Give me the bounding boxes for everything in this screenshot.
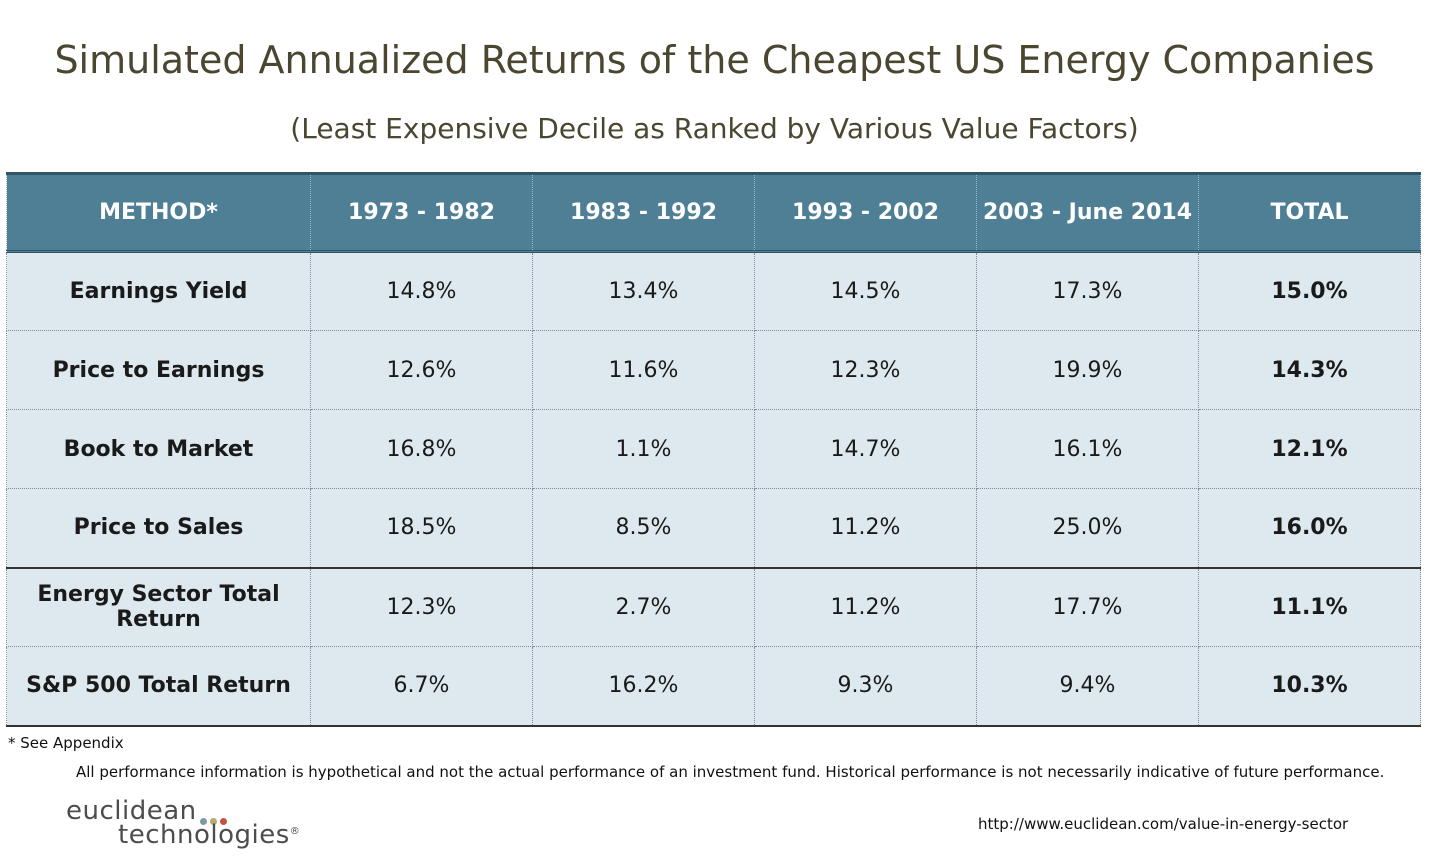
logo-text-technologies: technologies® — [118, 820, 300, 850]
table-body: Earnings Yield 14.8% 13.4% 14.5% 17.3% 1… — [6, 251, 1421, 727]
logo-dot — [210, 818, 217, 825]
company-logo: euclidean technologies® — [66, 796, 326, 856]
header-period-1993-2002: 1993 - 2002 — [754, 172, 977, 253]
returns-table: METHOD* 1973 - 1982 1983 - 1992 1993 - 2… — [6, 172, 1421, 727]
header-period-1983-1992: 1983 - 1992 — [532, 172, 755, 253]
method-cell: Book to Market — [6, 409, 311, 489]
page-subtitle: (Least Expensive Decile as Ranked by Var… — [290, 112, 1139, 145]
logo-dots-icon — [200, 810, 230, 829]
total-cell: 10.3% — [1198, 646, 1421, 727]
source-url: http://www.euclidean.com/value-in-energy… — [978, 815, 1349, 833]
logo-dot — [200, 818, 207, 825]
total-cell: 11.1% — [1198, 566, 1421, 647]
value-cell: 9.3% — [754, 646, 977, 727]
table-row: S&P 500 Total Return 6.7% 16.2% 9.3% 9.4… — [6, 646, 1421, 727]
value-cell: 11.2% — [754, 488, 977, 568]
value-cell: 16.8% — [310, 409, 533, 489]
footnote: * See Appendix — [8, 734, 124, 752]
value-cell: 18.5% — [310, 488, 533, 568]
value-cell: 14.5% — [754, 251, 977, 331]
method-cell: S&P 500 Total Return — [6, 646, 311, 727]
value-cell: 2.7% — [532, 566, 755, 647]
value-cell: 6.7% — [310, 646, 533, 727]
table-row: Price to Earnings 12.6% 11.6% 12.3% 19.9… — [6, 330, 1421, 410]
method-cell: Earnings Yield — [6, 251, 311, 331]
value-cell: 9.4% — [976, 646, 1199, 727]
value-cell: 11.6% — [532, 330, 755, 410]
value-cell: 14.8% — [310, 251, 533, 331]
value-cell: 1.1% — [532, 409, 755, 489]
value-cell: 8.5% — [532, 488, 755, 568]
value-cell: 25.0% — [976, 488, 1199, 568]
table-header: METHOD* 1973 - 1982 1983 - 1992 1993 - 2… — [6, 172, 1421, 253]
total-cell: 15.0% — [1198, 251, 1421, 331]
page-title: Simulated Annualized Returns of the Chea… — [54, 38, 1375, 82]
table-row: Energy Sector Total Return 12.3% 2.7% 11… — [6, 566, 1421, 647]
logo-text-euclidean: euclidean — [66, 796, 197, 826]
table-row: Book to Market 16.8% 1.1% 14.7% 16.1% 12… — [6, 409, 1421, 489]
header-total: TOTAL — [1198, 172, 1421, 253]
disclaimer: All performance information is hypotheti… — [76, 763, 1385, 781]
value-cell: 11.2% — [754, 566, 977, 647]
header-method: METHOD* — [6, 172, 311, 253]
value-cell: 16.1% — [976, 409, 1199, 489]
value-cell: 17.7% — [976, 566, 1199, 647]
total-cell: 14.3% — [1198, 330, 1421, 410]
value-cell: 12.3% — [754, 330, 977, 410]
value-cell: 16.2% — [532, 646, 755, 727]
method-cell: Price to Earnings — [6, 330, 311, 410]
value-cell: 19.9% — [976, 330, 1199, 410]
value-cell: 17.3% — [976, 251, 1199, 331]
total-cell: 12.1% — [1198, 409, 1421, 489]
header-row: METHOD* 1973 - 1982 1983 - 1992 1993 - 2… — [6, 172, 1421, 253]
value-cell: 12.6% — [310, 330, 533, 410]
header-period-2003-2014: 2003 - June 2014 — [976, 172, 1199, 253]
table-row: Earnings Yield 14.8% 13.4% 14.5% 17.3% 1… — [6, 251, 1421, 331]
method-cell: Energy Sector Total Return — [6, 566, 311, 647]
header-period-1973-1982: 1973 - 1982 — [310, 172, 533, 253]
logo-dot — [220, 818, 227, 825]
value-cell: 12.3% — [310, 566, 533, 647]
table-row: Price to Sales 18.5% 8.5% 11.2% 25.0% 16… — [6, 488, 1421, 568]
value-cell: 13.4% — [532, 251, 755, 331]
total-cell: 16.0% — [1198, 488, 1421, 568]
registered-mark: ® — [289, 826, 301, 837]
value-cell: 14.7% — [754, 409, 977, 489]
method-cell: Price to Sales — [6, 488, 311, 568]
logo-text-technologies-word: technologies — [118, 820, 290, 850]
